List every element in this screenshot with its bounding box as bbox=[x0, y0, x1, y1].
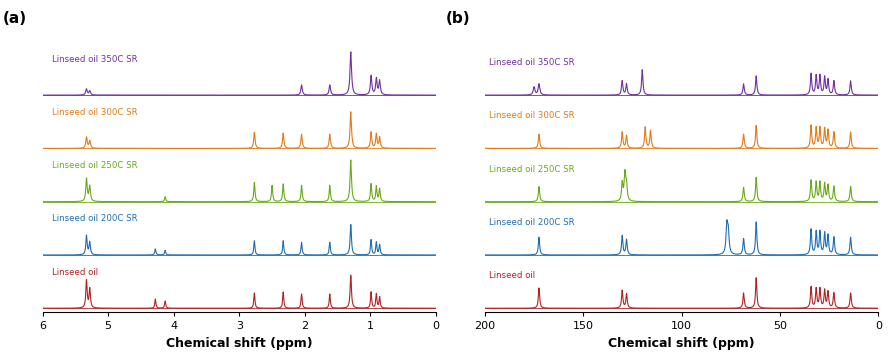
Text: Linseed oil 250C SR: Linseed oil 250C SR bbox=[488, 165, 574, 174]
Text: Linseed oil 300C SR: Linseed oil 300C SR bbox=[53, 108, 138, 117]
Text: Linseed oil 350C SR: Linseed oil 350C SR bbox=[488, 58, 574, 67]
Text: Linseed oil: Linseed oil bbox=[488, 271, 535, 280]
Text: Linseed oil 300C SR: Linseed oil 300C SR bbox=[488, 112, 574, 121]
Text: (a): (a) bbox=[4, 11, 28, 26]
Text: Linseed oil: Linseed oil bbox=[53, 268, 98, 277]
Text: Linseed oil 350C SR: Linseed oil 350C SR bbox=[53, 55, 138, 64]
X-axis label: Chemical shift (ppm): Chemical shift (ppm) bbox=[608, 337, 755, 350]
Text: Linseed oil 200C SR: Linseed oil 200C SR bbox=[53, 214, 138, 223]
Text: Linseed oil 250C SR: Linseed oil 250C SR bbox=[53, 161, 138, 170]
Text: Linseed oil 200C SR: Linseed oil 200C SR bbox=[488, 218, 574, 227]
X-axis label: Chemical shift (ppm): Chemical shift (ppm) bbox=[166, 337, 313, 350]
Text: (b): (b) bbox=[446, 11, 471, 26]
